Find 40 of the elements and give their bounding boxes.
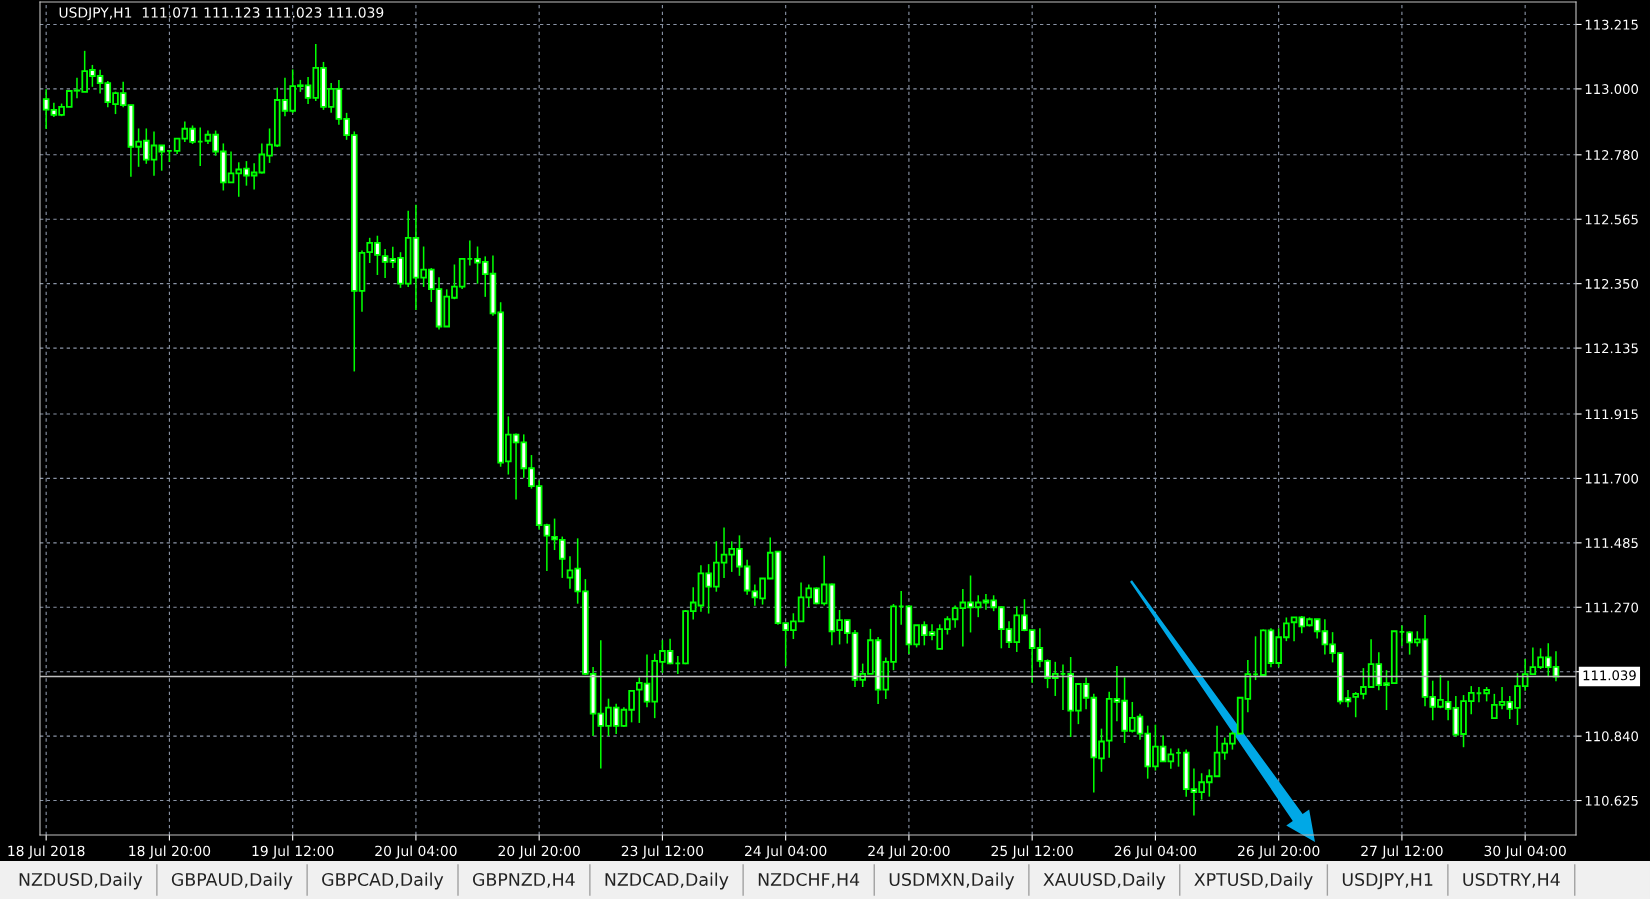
x-tick-label: 24 Jul 04:00 bbox=[745, 845, 827, 859]
x-tick-label: 26 Jul 04:00 bbox=[1114, 845, 1197, 859]
y-tick-label: 111.915 bbox=[1585, 409, 1638, 420]
text: XPTUSD,Daily bbox=[1194, 872, 1313, 890]
y-tick-label: 111.270 bbox=[1585, 602, 1639, 613]
y-tick-label: 110.840 bbox=[1585, 731, 1639, 742]
x-tick-label: 20 Jul 20:00 bbox=[498, 845, 580, 859]
y-tick-label: 111.700 bbox=[1585, 473, 1639, 484]
text: NZDCHF,H4 bbox=[758, 872, 860, 888]
y-tick-label: 112.350 bbox=[1585, 278, 1639, 289]
x-tick-label: 24 Jul 20:00 bbox=[868, 845, 950, 859]
candlestick bbox=[42, 88, 50, 130]
x-tick-label: 26 Jul 20:00 bbox=[1238, 845, 1320, 859]
text: USDTRY,H4 bbox=[1463, 872, 1560, 888]
text: USDMXN,Daily bbox=[889, 872, 1015, 890]
x-tick-label: 18 Jul 20:00 bbox=[129, 845, 211, 859]
candlestick bbox=[1167, 747, 1175, 770]
text: GBPCAD,Daily bbox=[322, 872, 444, 890]
text: NZDCAD,Daily bbox=[605, 872, 729, 890]
y-tick-label: 113.215 bbox=[1585, 19, 1638, 30]
text: GBPNZD,H4 bbox=[472, 872, 575, 888]
chart-title: USDJPY,H1 111.071 111.123 111.023 111.039 bbox=[59, 7, 384, 21]
x-tick-label: 18 Jul 2018 bbox=[8, 845, 85, 859]
text: USDJPY,H1 bbox=[1342, 872, 1433, 890]
text: GBPAUD,Daily bbox=[171, 872, 293, 890]
y-tick-label: 112.135 bbox=[1585, 343, 1638, 354]
y-tick-label: 113.000 bbox=[1585, 84, 1639, 95]
x-tick-label: 19 Jul 12:00 bbox=[252, 845, 334, 859]
x-tick-label: 27 Jul 12:00 bbox=[1361, 845, 1443, 859]
ref-line-label: 111.039 bbox=[1583, 670, 1636, 681]
text: XAUUSD,Daily bbox=[1043, 872, 1166, 890]
x-tick-label: 20 Jul 04:00 bbox=[375, 845, 457, 859]
y-tick-label: 112.780 bbox=[1585, 150, 1639, 161]
x-tick-label: 23 Jul 12:00 bbox=[621, 845, 704, 859]
text: NZDUSD,Daily bbox=[19, 872, 143, 890]
y-tick-label: 110.625 bbox=[1585, 795, 1638, 806]
x-tick-label: 25 Jul 12:00 bbox=[991, 845, 1073, 859]
y-tick-label: 111.485 bbox=[1585, 538, 1638, 549]
x-tick-label: 30 Jul 04:00 bbox=[1484, 845, 1566, 859]
y-tick-label: 112.565 bbox=[1585, 214, 1638, 225]
